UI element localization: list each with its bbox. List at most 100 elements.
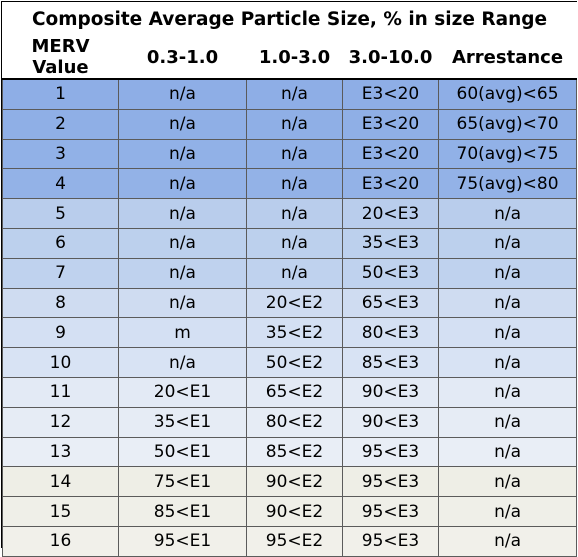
table-row: 6 n/a n/a 35<E3 n/a (2, 227, 578, 259)
arrestance-cell: n/a (437, 376, 578, 408)
range-0-3-1-0-cell: n/a (118, 138, 247, 170)
range-3-0-10-0-cell: E3<20 (342, 168, 439, 200)
range-0-3-1-0-cell: 85<E1 (118, 496, 247, 527)
arrestance-cell: n/a (437, 496, 578, 527)
range-3-0-10-0-cell: E3<20 (342, 138, 439, 170)
merv-value-cell: 8 (2, 287, 119, 319)
range-1-0-3-0-cell: 95<E2 (246, 525, 343, 557)
range-0-3-1-0-cell: n/a (118, 287, 247, 319)
range-1-0-3-0-cell: n/a (246, 257, 343, 289)
header-row: MERV Value 0.3-1.0 1.0-3.0 3.0-10.0 Arre… (2, 36, 577, 80)
range-1-0-3-0-cell: n/a (246, 78, 343, 110)
arrestance-cell: n/a (437, 257, 578, 289)
range-0-3-1-0-cell: 95<E1 (118, 525, 247, 557)
merv-value-cell: 6 (2, 227, 119, 259)
merv-value-cell: 13 (2, 436, 119, 468)
table-row: 7 n/a n/a 50<E3 n/a (2, 257, 578, 289)
table-row: 1 n/a n/a E3<20 60(avg)<65 (2, 78, 578, 110)
range-0-3-1-0-cell: n/a (118, 347, 247, 378)
table-row: 16 95<E1 95<E2 95<E3 n/a (2, 525, 578, 557)
range-1-0-3-0-cell: n/a (246, 168, 343, 200)
range-3-0-10-0-cell: E3<20 (342, 108, 439, 140)
arrestance-cell: n/a (437, 347, 578, 378)
range-3-0-10-0-cell: 85<E3 (342, 347, 439, 378)
range-0-3-1-0-cell: 20<E1 (118, 376, 247, 408)
range-3-0-10-0-cell: 20<E3 (342, 198, 439, 229)
range-3-0-10-0-cell: E3<20 (342, 78, 439, 110)
merv-value-cell: 11 (2, 376, 119, 408)
range-3-0-10-0-cell: 95<E3 (342, 525, 439, 557)
merv-value-cell: 4 (2, 168, 119, 200)
table-row: 8 n/a 20<E2 65<E3 n/a (2, 287, 578, 319)
table-row: 10 n/a 50<E2 85<E3 n/a (2, 347, 578, 378)
range-0-3-1-0-cell: n/a (118, 198, 247, 229)
merv-value-cell: 3 (2, 138, 119, 170)
merv-value-cell: 9 (2, 317, 119, 349)
range-1-0-3-0-cell: 35<E2 (246, 317, 343, 349)
merv-value-cell: 5 (2, 198, 119, 229)
range-3-0-10-0-cell: 95<E3 (342, 466, 439, 498)
range-1-0-3-0-cell: 20<E2 (246, 287, 343, 319)
range-0-3-1-0-cell: 50<E1 (118, 436, 247, 468)
arrestance-cell: n/a (437, 525, 578, 557)
table-row: 2 n/a n/a E3<20 65(avg)<70 (2, 108, 578, 140)
merv-value-cell: 16 (2, 525, 119, 557)
table-row: 14 75<E1 90<E2 95<E3 n/a (2, 466, 578, 498)
table-row: 15 85<E1 90<E2 95<E3 n/a (2, 496, 578, 527)
arrestance-cell: n/a (437, 436, 578, 468)
range-1-0-3-0-cell: 85<E2 (246, 436, 343, 468)
range-0-3-1-0-cell: n/a (118, 168, 247, 200)
table-row: 5 n/a n/a 20<E3 n/a (2, 198, 578, 229)
range-3-0-10-0-cell: 50<E3 (342, 257, 439, 289)
range-1-0-3-0-cell: n/a (246, 198, 343, 229)
title-row: Composite Average Particle Size, % in si… (2, 2, 577, 36)
range-0-3-1-0-cell: m (118, 317, 247, 349)
arrestance-cell: n/a (437, 406, 578, 438)
table-title: Composite Average Particle Size, % in si… (2, 2, 577, 36)
column-header-range-3: 3.0-10.0 (342, 36, 439, 80)
table-row: 12 35<E1 80<E2 90<E3 n/a (2, 406, 578, 438)
range-1-0-3-0-cell: 50<E2 (246, 347, 343, 378)
range-1-0-3-0-cell: 90<E2 (246, 496, 343, 527)
arrestance-cell: n/a (437, 317, 578, 349)
range-3-0-10-0-cell: 90<E3 (342, 376, 439, 408)
arrestance-cell: 70(avg)<75 (437, 138, 578, 170)
range-1-0-3-0-cell: 90<E2 (246, 466, 343, 498)
merv-value-cell: 7 (2, 257, 119, 289)
column-header-range-2: 1.0-3.0 (246, 36, 343, 80)
arrestance-cell: n/a (437, 287, 578, 319)
range-0-3-1-0-cell: n/a (118, 257, 247, 289)
merv-value-cell: 15 (2, 496, 119, 527)
arrestance-cell: n/a (437, 466, 578, 498)
table-row: 3 n/a n/a E3<20 70(avg)<75 (2, 138, 578, 170)
column-header-merv: MERV Value (2, 36, 119, 80)
arrestance-cell: 65(avg)<70 (437, 108, 578, 140)
arrestance-cell: 60(avg)<65 (437, 78, 578, 110)
table-row: 13 50<E1 85<E2 95<E3 n/a (2, 436, 578, 468)
column-header-range-1: 0.3-1.0 (118, 36, 247, 80)
range-0-3-1-0-cell: n/a (118, 78, 247, 110)
column-header-arrestance: Arrestance (438, 36, 577, 80)
table-row: 9 m 35<E2 80<E3 n/a (2, 317, 578, 349)
range-1-0-3-0-cell: 80<E2 (246, 406, 343, 438)
range-3-0-10-0-cell: 95<E3 (342, 496, 439, 527)
merv-value-cell: 2 (2, 108, 119, 140)
range-1-0-3-0-cell: n/a (246, 227, 343, 259)
arrestance-cell: 75(avg)<80 (437, 168, 578, 200)
range-0-3-1-0-cell: n/a (118, 108, 247, 140)
range-1-0-3-0-cell: n/a (246, 108, 343, 140)
merv-value-cell: 1 (2, 78, 119, 110)
range-0-3-1-0-cell: 75<E1 (118, 466, 247, 498)
arrestance-cell: n/a (437, 227, 578, 259)
range-0-3-1-0-cell: n/a (118, 227, 247, 259)
merv-value-cell: 12 (2, 406, 119, 438)
table-row: 11 20<E1 65<E2 90<E3 n/a (2, 376, 578, 408)
merv-value-cell: 14 (2, 466, 119, 498)
range-3-0-10-0-cell: 95<E3 (342, 436, 439, 468)
range-3-0-10-0-cell: 65<E3 (342, 287, 439, 319)
range-1-0-3-0-cell: 65<E2 (246, 376, 343, 408)
table-row: 4 n/a n/a E3<20 75(avg)<80 (2, 168, 578, 200)
range-3-0-10-0-cell: 35<E3 (342, 227, 439, 259)
